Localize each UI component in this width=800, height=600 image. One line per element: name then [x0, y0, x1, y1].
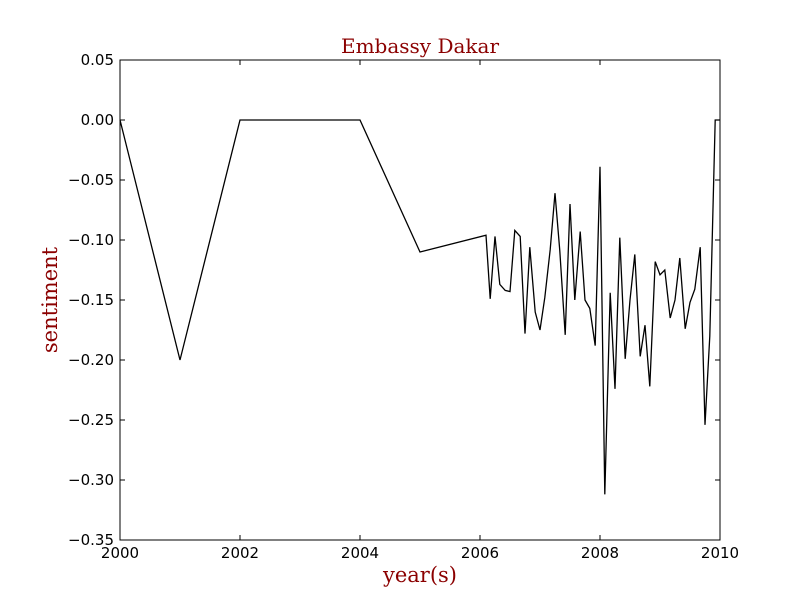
- x-axis-label: year(s): [382, 563, 457, 587]
- x-tick-label: 2010: [701, 544, 739, 562]
- x-tick-label: 2000: [101, 544, 139, 562]
- y-axis-label: sentiment: [38, 246, 62, 353]
- x-tick-label: 2002: [221, 544, 259, 562]
- y-tick-label: 0.00: [81, 111, 114, 129]
- y-tick-label: −0.15: [68, 291, 114, 309]
- y-tick-label: −0.10: [68, 231, 114, 249]
- chart-title: Embassy Dakar: [341, 34, 499, 58]
- x-tick-label: 2004: [341, 544, 379, 562]
- y-tick-label: −0.20: [68, 351, 114, 369]
- y-tick-label: −0.25: [68, 411, 114, 429]
- axis-ticks: [119, 59, 721, 541]
- y-tick-label: −0.35: [68, 531, 114, 549]
- y-tick-label: −0.30: [68, 471, 114, 489]
- sentiment-line: [119, 119, 720, 495]
- x-tick-label: 2008: [581, 544, 619, 562]
- axis-tick-labels: 2000 2002 2004 2006 2008 2010 0.05 0.00 −0.05 −0.…: [68, 51, 739, 562]
- x-tick-label: 2006: [461, 544, 499, 562]
- y-tick-label: −0.05: [68, 171, 114, 189]
- y-tick-label: 0.05: [81, 51, 114, 69]
